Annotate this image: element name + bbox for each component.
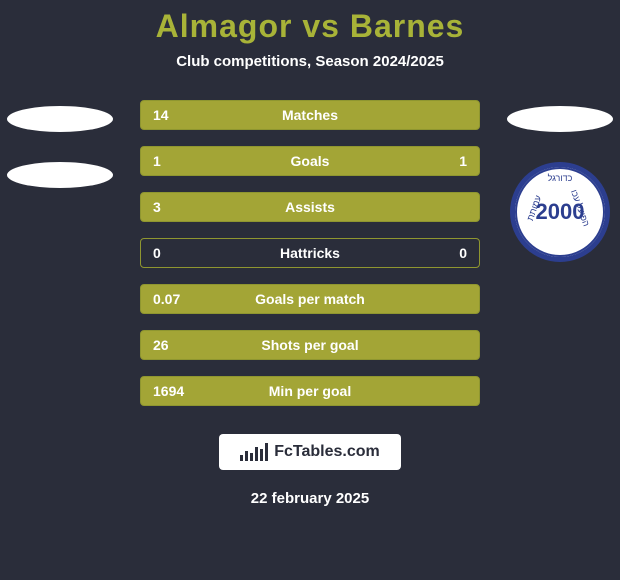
player-right-avatar-placeholder	[507, 106, 613, 132]
badge-text-top: כדורגל	[548, 173, 573, 183]
stat-value-left: 1694	[153, 383, 193, 399]
stat-label: Shots per goal	[193, 337, 427, 353]
brand-text: FcTables.com	[274, 443, 380, 461]
date-line: 22 february 2025	[251, 490, 369, 507]
stat-label: Goals	[193, 153, 427, 169]
stat-value-right: 0	[427, 245, 467, 261]
stat-bar-shots-per-goal: 26Shots per goal	[140, 330, 480, 360]
stat-label: Matches	[193, 107, 427, 123]
branding-badge[interactable]: FcTables.com	[219, 434, 401, 470]
stat-value-left: 14	[153, 107, 193, 123]
stat-bar-hattricks: 0Hattricks0	[140, 238, 480, 268]
stat-bar-goals-per-match: 0.07Goals per match	[140, 284, 480, 314]
stat-value-left: 0.07	[153, 291, 193, 307]
stats-area: 14Matches1Goals13Assists0Hattricks00.07G…	[0, 100, 620, 406]
stat-value-left: 26	[153, 337, 193, 353]
player-right-club-badge: כדורגל הפועל עכו עמותת 2000	[510, 162, 610, 262]
stats-rows: 14Matches1Goals13Assists0Hattricks00.07G…	[140, 100, 480, 406]
stat-label: Min per goal	[193, 383, 427, 399]
stat-label: Goals per match	[193, 291, 427, 307]
player-left-avatar-placeholder	[7, 106, 113, 132]
stat-value-right: 1	[427, 153, 467, 169]
player-left-club-placeholder	[7, 162, 113, 188]
stat-bar-goals: 1Goals1	[140, 146, 480, 176]
player-right-column: כדורגל הפועל עכו עמותת 2000	[500, 100, 620, 262]
comparison-card: Almagor vs Barnes Club competitions, Sea…	[0, 0, 620, 580]
chart-icon	[240, 443, 268, 461]
stat-label: Hattricks	[193, 245, 427, 261]
stat-bar-matches: 14Matches	[140, 100, 480, 130]
stat-value-left: 1	[153, 153, 193, 169]
stat-bar-assists: 3Assists	[140, 192, 480, 222]
stat-value-left: 0	[153, 245, 193, 261]
stat-value-left: 3	[153, 199, 193, 215]
player-left-column	[0, 100, 120, 188]
page-title: Almagor vs Barnes	[156, 8, 465, 45]
subtitle: Club competitions, Season 2024/2025	[176, 53, 444, 70]
stat-bar-min-per-goal: 1694Min per goal	[140, 376, 480, 406]
stat-label: Assists	[193, 199, 427, 215]
